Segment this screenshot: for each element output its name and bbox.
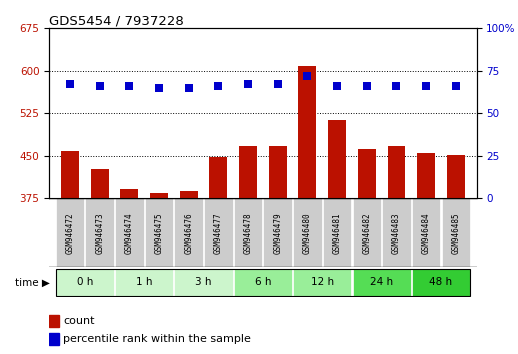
Bar	[264, 198, 292, 267]
Point	[66, 81, 74, 87]
Text: GSM946479: GSM946479	[273, 212, 282, 253]
Bar	[234, 269, 292, 296]
Point	[95, 83, 104, 89]
Bar	[328, 120, 346, 354]
Point	[125, 83, 134, 89]
Point	[452, 83, 460, 89]
Bar	[85, 198, 114, 267]
Text: percentile rank within the sample: percentile rank within the sample	[63, 334, 251, 344]
Text: 1 h: 1 h	[136, 277, 152, 287]
Bar	[358, 149, 376, 354]
Text: GSM946485: GSM946485	[451, 212, 461, 253]
Text: GSM946476: GSM946476	[184, 212, 193, 253]
Text: GSM946473: GSM946473	[95, 212, 104, 253]
Point	[422, 83, 430, 89]
Text: GSM946478: GSM946478	[243, 212, 253, 253]
Bar	[120, 189, 138, 354]
Bar	[269, 145, 286, 354]
Bar	[447, 155, 465, 354]
Point	[392, 83, 400, 89]
Point	[303, 73, 311, 79]
Bar	[293, 198, 322, 267]
Bar	[49, 333, 59, 345]
Bar	[234, 198, 262, 267]
Bar	[239, 145, 257, 354]
Bar	[323, 198, 351, 267]
Text: GSM946474: GSM946474	[125, 212, 134, 253]
Bar	[204, 198, 233, 267]
Text: GDS5454 / 7937228: GDS5454 / 7937228	[49, 14, 184, 27]
Bar	[382, 198, 411, 267]
Bar	[56, 198, 84, 267]
Text: 12 h: 12 h	[311, 277, 334, 287]
Bar	[417, 153, 435, 354]
Bar	[56, 269, 114, 296]
Point	[274, 81, 282, 87]
Text: 24 h: 24 h	[370, 277, 393, 287]
Bar	[412, 269, 470, 296]
Point	[184, 85, 193, 91]
Text: 6 h: 6 h	[255, 277, 271, 287]
Bar	[115, 198, 143, 267]
Bar	[150, 193, 168, 354]
Bar	[49, 315, 59, 327]
Text: GSM946477: GSM946477	[214, 212, 223, 253]
Point	[363, 83, 371, 89]
Bar	[441, 198, 470, 267]
Text: GSM946482: GSM946482	[362, 212, 371, 253]
Bar	[353, 269, 411, 296]
Bar	[61, 151, 79, 354]
Text: GSM946480: GSM946480	[303, 212, 312, 253]
Bar	[293, 269, 351, 296]
Text: time ▶: time ▶	[15, 277, 50, 287]
Text: GSM946475: GSM946475	[154, 212, 164, 253]
Text: GSM946484: GSM946484	[422, 212, 430, 253]
Text: count: count	[63, 316, 95, 326]
Point	[333, 83, 341, 89]
Bar	[412, 198, 440, 267]
Bar	[115, 269, 173, 296]
Bar	[175, 198, 203, 267]
Bar	[145, 198, 173, 267]
Bar	[180, 191, 197, 354]
Text: 0 h: 0 h	[77, 277, 93, 287]
Bar	[175, 269, 233, 296]
Point	[244, 81, 252, 87]
Point	[155, 85, 163, 91]
Text: GSM946472: GSM946472	[65, 212, 75, 253]
Text: 48 h: 48 h	[429, 277, 453, 287]
Bar	[387, 145, 406, 354]
Bar	[298, 66, 316, 354]
Text: GSM946481: GSM946481	[333, 212, 341, 253]
Text: 3 h: 3 h	[195, 277, 212, 287]
Point	[214, 83, 223, 89]
Bar	[209, 158, 227, 354]
Bar	[353, 198, 381, 267]
Text: GSM946483: GSM946483	[392, 212, 401, 253]
Bar	[91, 169, 109, 354]
